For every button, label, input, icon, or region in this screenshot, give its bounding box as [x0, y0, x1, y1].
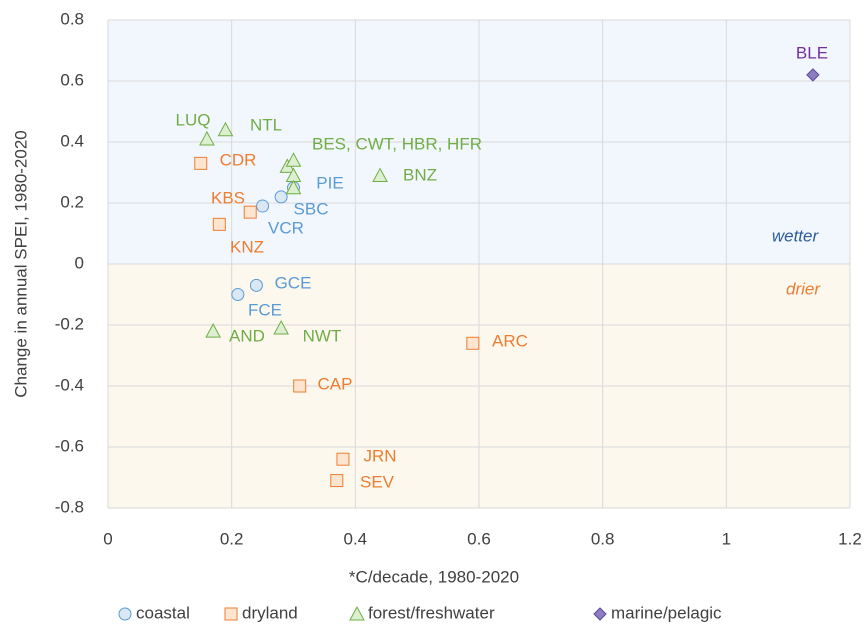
x-tick-label: 0.6	[467, 529, 491, 548]
y-tick-label: 0	[75, 253, 84, 272]
x-tick-label: 0.4	[344, 529, 368, 548]
point	[466, 336, 480, 350]
point	[194, 156, 208, 170]
point	[273, 319, 289, 335]
point	[256, 199, 270, 213]
y-tick-label: 0.4	[60, 131, 84, 150]
point	[212, 217, 226, 231]
annotation: PIE	[316, 173, 343, 192]
x-axis-title: *C/decade, 1980-2020	[349, 567, 519, 586]
point	[231, 288, 245, 301]
annotation: SBC	[294, 199, 329, 218]
annotation: GCE	[275, 273, 312, 292]
point	[285, 179, 302, 195]
x-tick-label: 1	[722, 529, 731, 548]
y-tick-label: -0.2	[55, 314, 84, 333]
point	[199, 130, 215, 146]
annotation: ARC	[492, 331, 528, 350]
x-tick-label: 0.2	[220, 529, 244, 548]
annotation: SEV	[360, 472, 395, 491]
annotation: CAP	[318, 374, 353, 393]
point	[806, 68, 820, 82]
legend-marker	[118, 607, 132, 621]
legend-label: dryland	[242, 603, 298, 622]
annotation: CDR	[220, 150, 257, 169]
point	[285, 152, 302, 167]
legend-label: coastal	[136, 603, 190, 622]
annotation: KBS	[211, 188, 245, 207]
point	[217, 121, 234, 137]
x-tick-label: 0	[103, 529, 112, 548]
point	[330, 474, 344, 488]
annotation: NTL	[250, 115, 282, 134]
annotation: BLE	[796, 43, 828, 62]
annotation: KNZ	[230, 237, 264, 256]
x-tick-label: 0.8	[591, 529, 615, 548]
annotation: BES, CWT, HBR, HFR	[312, 134, 482, 153]
annotation: drier	[786, 279, 821, 298]
annotation: BNZ	[403, 165, 437, 184]
annotation: NWT	[303, 326, 342, 345]
legend-marker	[593, 607, 607, 621]
x-tick-label: 1.2	[838, 529, 862, 548]
point	[293, 379, 307, 393]
y-tick-label: 0.6	[60, 70, 84, 89]
legend-marker	[224, 607, 238, 621]
annotation: AND	[229, 326, 265, 345]
annotation: JRN	[363, 446, 396, 465]
y-tick-label: 0.8	[60, 9, 84, 28]
point	[243, 205, 257, 219]
point	[372, 167, 388, 183]
point	[205, 323, 221, 338]
annotation: LUQ	[176, 110, 211, 129]
point	[336, 452, 350, 466]
annotation: wetter	[772, 226, 820, 245]
point	[274, 190, 288, 204]
y-tick-label: -0.4	[55, 375, 84, 394]
y-axis-title: Change in annual SPEI, 1980-2020	[11, 130, 30, 397]
annotation: VCR	[268, 218, 304, 237]
legend-label: forest/freshwater	[368, 603, 495, 622]
y-tick-label: -0.8	[55, 497, 84, 516]
annotation: FCE	[248, 300, 282, 319]
point	[249, 278, 263, 292]
y-tick-label: 0.2	[60, 192, 84, 211]
legend-marker	[349, 605, 365, 621]
y-tick-label: -0.6	[55, 436, 84, 455]
legend-label: marine/pelagic	[611, 603, 722, 622]
